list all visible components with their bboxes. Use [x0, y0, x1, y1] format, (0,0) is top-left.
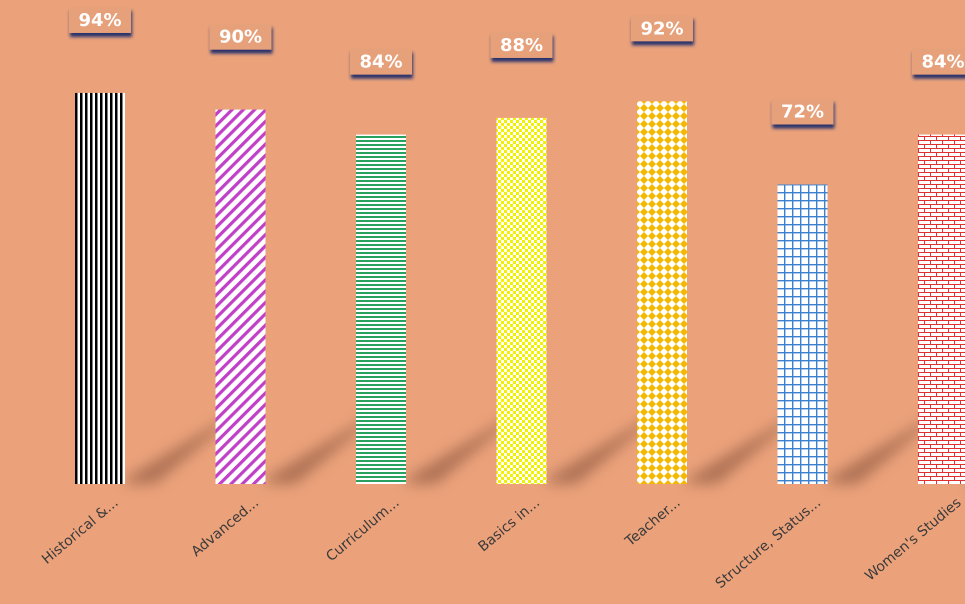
data-label: 90%	[219, 27, 262, 48]
data-label: 72%	[781, 101, 824, 122]
category-label: Women's Studies	[862, 495, 964, 585]
data-label-box	[631, 15, 693, 42]
data-label: 84%	[921, 52, 964, 73]
category-label: Basics in...	[475, 495, 543, 555]
category-label: Historical &...	[39, 495, 122, 568]
data-label: 92%	[640, 18, 683, 39]
bar	[777, 184, 828, 485]
data-label-box	[209, 23, 272, 50]
bar	[356, 134, 406, 484]
bar	[918, 134, 965, 484]
bar	[215, 109, 266, 484]
category-label: Curriculum...	[323, 495, 402, 565]
bar	[75, 92, 125, 485]
bar	[637, 101, 687, 484]
category-label: Teacher...	[622, 495, 684, 551]
data-label: 94%	[78, 10, 121, 31]
data-label-box	[350, 48, 412, 75]
data-label-box	[490, 31, 553, 58]
data-label-box	[912, 48, 965, 75]
category-label: Advanced...	[189, 495, 262, 560]
bar	[496, 117, 547, 485]
data-label: 88%	[500, 35, 543, 56]
data-label-box	[771, 98, 834, 125]
data-label-box	[69, 6, 131, 33]
data-label: 84%	[359, 52, 402, 73]
category-label: Structure, Status...	[713, 495, 824, 592]
